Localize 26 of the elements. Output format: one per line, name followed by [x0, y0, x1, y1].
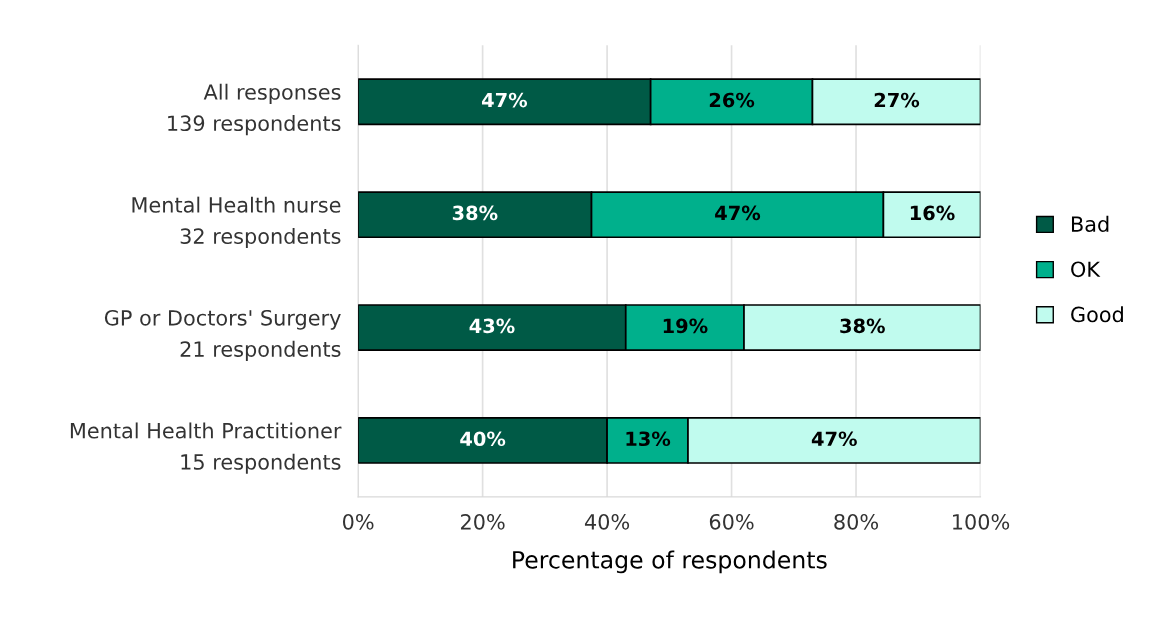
data-label: 47%	[481, 92, 528, 108]
y-tick-label: All responses 139 respondents	[168, 83, 341, 136]
y-tick-label: Mental Health Practitioner 15 respondents	[70, 422, 342, 474]
data-label: 38%	[452, 205, 498, 221]
data-label: 13%	[626, 431, 671, 447]
data-label: 19%	[663, 318, 708, 334]
x-tick-label: 80%	[834, 513, 879, 530]
y-tick-label: GP or Doctors' Surgery 21 respondents	[104, 309, 341, 361]
data-label: 16%	[910, 205, 955, 221]
data-label: 47%	[715, 205, 761, 221]
x-tick-label: 60%	[709, 513, 754, 530]
y-tick-label: Mental Health nurse 32 respondents	[132, 196, 341, 249]
data-label: 40%	[460, 431, 506, 447]
x-tick-label: 0%	[342, 513, 374, 530]
data-label: 43%	[469, 318, 515, 334]
legend-label: Bad	[1071, 215, 1109, 232]
legend-label: Good	[1071, 306, 1123, 323]
data-label: 38%	[840, 318, 885, 334]
x-axis-title: Percentage of respondents	[513, 550, 827, 574]
x-tick-label: 20%	[460, 513, 505, 530]
legend-label: OK	[1071, 261, 1101, 278]
x-tick-label: 100%	[953, 513, 1010, 530]
data-label: 26%	[709, 92, 755, 108]
x-tick-label: 40%	[584, 513, 630, 530]
data-label: 27%	[874, 92, 920, 108]
data-label: 47%	[811, 431, 857, 447]
